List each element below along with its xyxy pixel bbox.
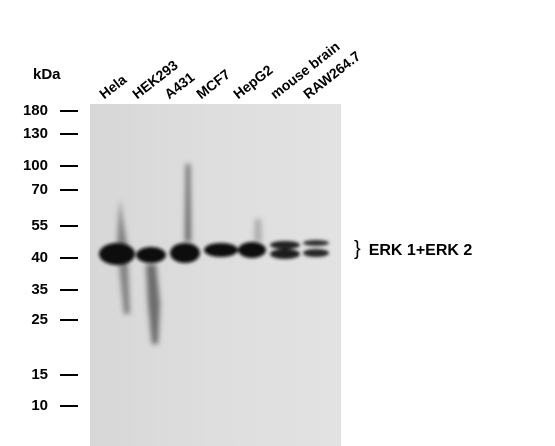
band-raw264-7-lower: [303, 249, 329, 257]
band-hek293: [136, 247, 166, 263]
erk-bands: [99, 240, 329, 265]
band-mouse-brain-upper: [270, 241, 300, 249]
lane-label-mcf7: MCF7: [193, 65, 234, 102]
membrane-background: [90, 104, 341, 446]
marker-tick: [60, 289, 78, 291]
lane-label-hela: Hela: [96, 71, 130, 102]
marker-tick: [60, 257, 78, 259]
marker-label: 25: [31, 311, 48, 328]
band-annotation: } ERK 1+ERK 2: [354, 238, 472, 261]
band-raw264-7-upper: [303, 240, 329, 246]
smear-hepg2: [254, 219, 262, 242]
marker-40: 40: [0, 249, 78, 267]
marker-100: 100: [0, 157, 78, 175]
marker-label: 180: [22, 102, 48, 119]
marker-55: 55: [0, 217, 78, 235]
marker-35: 35: [0, 281, 78, 299]
marker-tick: [60, 189, 78, 191]
band-hepg2: [238, 242, 266, 258]
band-label-text: ERK 1+ERK 2: [368, 242, 473, 259]
band-bracket: }: [354, 238, 361, 260]
marker-10: 10: [0, 397, 78, 415]
marker-15: 15: [0, 366, 78, 384]
marker-label: 70: [31, 181, 48, 198]
band-mcf7: [204, 243, 238, 257]
marker-70: 70: [0, 181, 78, 199]
marker-130: 130: [0, 125, 78, 143]
smear-a431-high: [185, 164, 191, 242]
marker-label: 35: [31, 281, 48, 298]
marker-tick: [60, 165, 78, 167]
marker-label: 130: [22, 125, 48, 142]
marker-tick: [60, 374, 78, 376]
band-mouse-brain-lower: [270, 249, 300, 259]
marker-label: 40: [31, 249, 48, 266]
marker-label: 55: [31, 217, 48, 234]
lane-label-hepg2: HepG2: [230, 61, 276, 102]
marker-tick: [60, 133, 78, 135]
marker-tick: [60, 110, 78, 112]
marker-25: 25: [0, 311, 78, 329]
band-a431: [170, 243, 200, 263]
kda-unit-label: kDa: [33, 66, 61, 83]
western-blot-membrane: [90, 104, 341, 446]
marker-label: 10: [31, 397, 48, 414]
marker-label: 15: [31, 366, 48, 383]
marker-tick: [60, 319, 78, 321]
marker-tick: [60, 225, 78, 227]
smear-hek293: [146, 264, 160, 344]
band-hela: [99, 243, 135, 265]
marker-tick: [60, 405, 78, 407]
marker-label: 100: [22, 157, 48, 174]
marker-180: 180: [0, 102, 78, 120]
